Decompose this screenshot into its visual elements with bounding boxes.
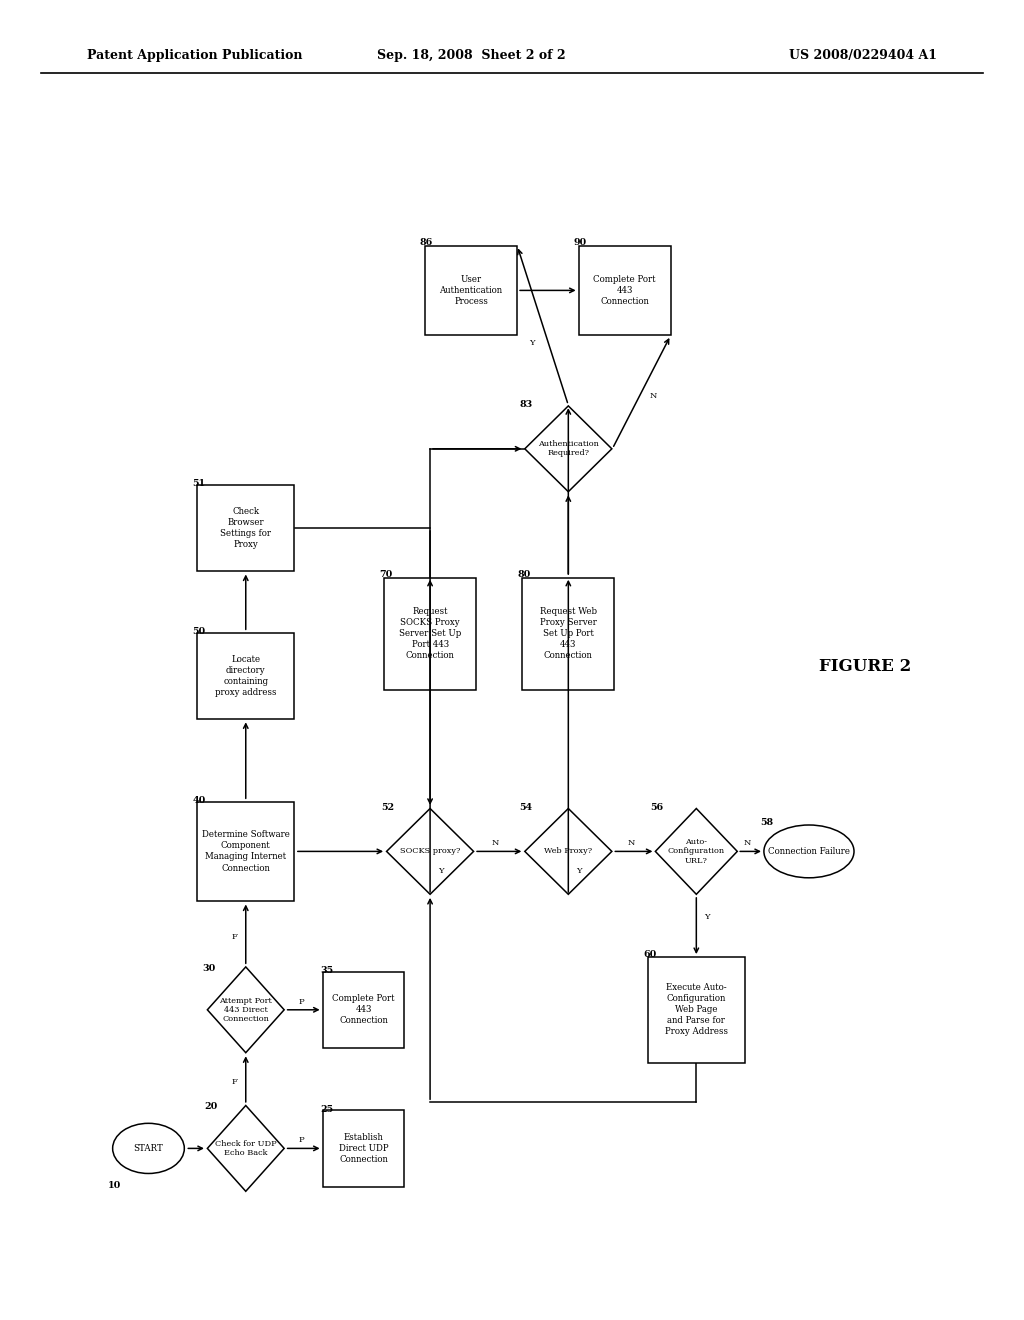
FancyBboxPatch shape (323, 972, 404, 1048)
Ellipse shape (764, 825, 854, 878)
Ellipse shape (113, 1123, 184, 1173)
Text: Web Proxy?: Web Proxy? (545, 847, 592, 855)
Polygon shape (207, 1106, 284, 1191)
Text: Execute Auto-
Configuration
Web Page
and Parse for
Proxy Address: Execute Auto- Configuration Web Page and… (665, 983, 728, 1036)
Text: 51: 51 (193, 479, 206, 488)
Text: 86: 86 (420, 238, 433, 247)
Text: Patent Application Publication: Patent Application Publication (87, 49, 302, 62)
Text: 52: 52 (381, 803, 394, 812)
Text: 30: 30 (203, 964, 216, 973)
FancyBboxPatch shape (522, 578, 614, 689)
Text: N: N (743, 840, 752, 847)
FancyBboxPatch shape (323, 1110, 404, 1187)
Text: Y: Y (438, 867, 443, 875)
Text: Auto-
Configuration
URL?: Auto- Configuration URL? (668, 838, 725, 865)
Text: Y: Y (705, 913, 710, 921)
Text: Request Web
Proxy Server
Set Up Port
443
Connection: Request Web Proxy Server Set Up Port 443… (540, 607, 597, 660)
Text: 54: 54 (519, 803, 532, 812)
Text: 50: 50 (193, 627, 206, 636)
Text: 70: 70 (379, 570, 392, 579)
Text: N: N (627, 840, 635, 847)
FancyBboxPatch shape (579, 246, 671, 335)
Text: 60: 60 (643, 950, 656, 960)
FancyBboxPatch shape (197, 634, 295, 718)
Text: Sep. 18, 2008  Sheet 2 of 2: Sep. 18, 2008 Sheet 2 of 2 (377, 49, 565, 62)
Text: 58: 58 (760, 818, 773, 828)
Polygon shape (655, 808, 737, 895)
Text: Connection Failure: Connection Failure (768, 847, 850, 855)
Text: 83: 83 (519, 400, 532, 409)
Text: Request
SOCKS Proxy
Server Set Up
Port 443
Connection: Request SOCKS Proxy Server Set Up Port 4… (399, 607, 461, 660)
Text: P: P (298, 1137, 304, 1144)
Polygon shape (525, 407, 612, 491)
Text: US 2008/0229404 A1: US 2008/0229404 A1 (788, 49, 937, 62)
Text: 10: 10 (108, 1181, 121, 1191)
Text: Check
Browser
Settings for
Proxy: Check Browser Settings for Proxy (220, 507, 271, 549)
Text: 40: 40 (193, 796, 206, 805)
Text: SOCKS proxy?: SOCKS proxy? (400, 847, 460, 855)
Text: Attempt Port
443 Direct
Connection: Attempt Port 443 Direct Connection (219, 997, 272, 1023)
Text: 56: 56 (650, 803, 664, 812)
FancyBboxPatch shape (197, 801, 295, 900)
Text: 20: 20 (205, 1102, 218, 1111)
Polygon shape (387, 808, 473, 895)
Text: 80: 80 (517, 570, 530, 579)
Text: Determine Software
Component
Managing Internet
Connection: Determine Software Component Managing In… (202, 830, 290, 873)
Text: Check for UDP
Echo Back: Check for UDP Echo Back (215, 1139, 276, 1158)
Text: Authentication
Required?: Authentication Required? (538, 440, 599, 458)
Text: P: P (298, 998, 304, 1006)
Text: N: N (649, 392, 656, 400)
FancyBboxPatch shape (648, 957, 745, 1063)
Text: N: N (492, 840, 500, 847)
Text: Complete Port
443
Connection: Complete Port 443 Connection (332, 994, 395, 1026)
Text: FIGURE 2: FIGURE 2 (819, 659, 911, 675)
Text: 25: 25 (321, 1105, 334, 1114)
Polygon shape (525, 808, 612, 895)
Text: 90: 90 (573, 238, 587, 247)
Text: START: START (133, 1144, 164, 1152)
Text: User
Authentication
Process: User Authentication Process (439, 275, 503, 306)
Text: Y: Y (577, 867, 582, 875)
Text: Locate
directory
containing
proxy address: Locate directory containing proxy addres… (215, 655, 276, 697)
Text: 35: 35 (321, 966, 334, 975)
FancyBboxPatch shape (425, 246, 517, 335)
Text: Complete Port
443
Connection: Complete Port 443 Connection (593, 275, 656, 306)
FancyBboxPatch shape (197, 484, 295, 570)
Text: Y: Y (529, 339, 535, 347)
FancyBboxPatch shape (384, 578, 476, 689)
Text: F: F (231, 1078, 238, 1086)
Text: Establish
Direct UDP
Connection: Establish Direct UDP Connection (339, 1133, 388, 1164)
Text: F: F (231, 933, 238, 941)
Polygon shape (207, 966, 284, 1053)
